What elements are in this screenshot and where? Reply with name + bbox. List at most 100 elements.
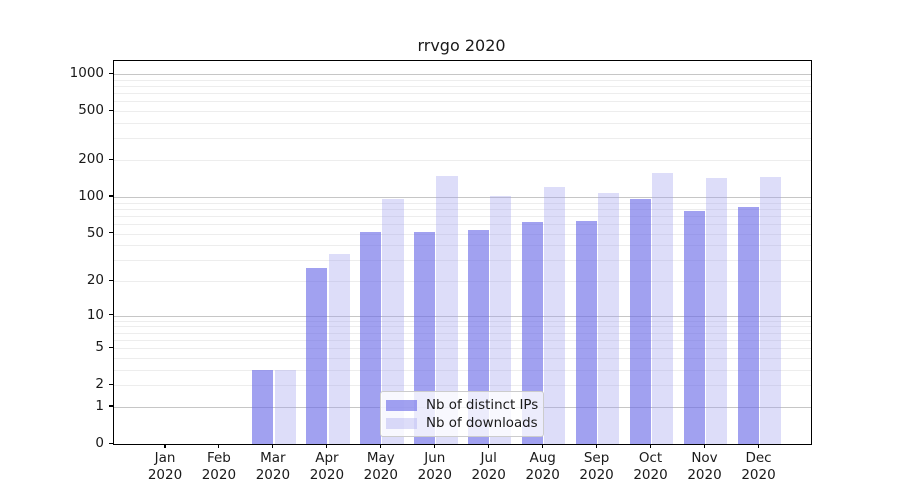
bar-downloads-jun <box>436 176 458 444</box>
y-tick-label-10: 10 <box>86 306 104 323</box>
x-tick-mar <box>272 444 274 449</box>
minor-gridline-900 <box>114 79 811 81</box>
minor-gridline-300 <box>114 138 811 140</box>
bar-distinct-ips-dec <box>737 206 759 444</box>
legend-row-downloads: Nb of downloads <box>386 415 538 432</box>
minor-gridline-9 <box>114 320 811 322</box>
x-tick-label-jul-2020: Jul 2020 <box>471 450 506 483</box>
y-tick-label-1000: 1000 <box>69 65 104 81</box>
y-tick-100 <box>108 195 113 197</box>
x-tick-jan <box>164 444 166 449</box>
x-tick-label-feb-2020: Feb 2020 <box>201 450 237 483</box>
bar-downloads-mar <box>274 369 296 444</box>
major-gridline-1000 <box>114 74 811 75</box>
x-tick-label-jan-2020: Jan 2020 <box>147 450 183 483</box>
bar-downloads-aug <box>544 187 566 444</box>
major-gridline-10 <box>114 315 811 317</box>
minor-gridline-200 <box>114 160 811 161</box>
y-tick-label-50: 50 <box>86 224 104 241</box>
minor-gridline-8 <box>114 326 811 328</box>
bar-downloads-may <box>382 198 404 444</box>
x-tick-label-may-2020: May 2020 <box>363 450 398 483</box>
y-tick-0 <box>108 442 113 444</box>
x-tick-may <box>380 444 382 449</box>
x-tick-label-oct-2020: Oct 2020 <box>633 450 668 483</box>
minor-gridline-7 <box>114 332 811 334</box>
y-tick-50 <box>108 232 113 234</box>
minor-gridline-4 <box>114 357 811 359</box>
x-tick-feb <box>218 444 220 449</box>
y-tick-2 <box>108 383 113 385</box>
minor-gridline-6 <box>114 339 811 341</box>
bar-downloads-oct <box>652 172 674 444</box>
plot-area: Nb of distinct IPs Nb of downloads <box>113 60 812 445</box>
minor-gridline-5 <box>114 348 811 350</box>
y-tick-label-2: 2 <box>95 376 104 393</box>
x-tick-label-mar-2020: Mar 2020 <box>255 450 291 483</box>
bar-downloads-sep <box>598 193 620 444</box>
x-tick-oct <box>649 444 652 449</box>
x-tick-apr <box>326 444 328 449</box>
bar-distinct-ips-sep <box>575 221 597 444</box>
minor-gridline-700 <box>114 93 811 95</box>
bar-downloads-nov <box>706 177 728 444</box>
y-tick-500 <box>108 109 113 111</box>
x-tick-label-dec-2020: Dec 2020 <box>741 450 776 483</box>
x-tick-jun <box>434 444 436 449</box>
bar-downloads-apr <box>328 253 350 444</box>
major-gridline-100 <box>114 196 811 198</box>
minor-gridline-30 <box>114 260 811 262</box>
legend-label-distinct-ips: Nb of distinct IPs <box>426 398 539 413</box>
legend-label-downloads: Nb of downloads <box>426 416 538 431</box>
x-tick-aug <box>542 444 544 449</box>
minor-gridline-2 <box>114 385 811 387</box>
minor-gridline-500 <box>114 111 811 113</box>
x-tick-label-aug-2020: Aug 2020 <box>525 450 560 483</box>
minor-gridline-3 <box>114 369 811 371</box>
bar-distinct-ips-may <box>360 232 382 444</box>
minor-gridline-20 <box>114 281 811 282</box>
distinct-ips-swatch-icon <box>386 400 417 411</box>
bar-distinct-ips-aug <box>521 222 544 444</box>
y-tick-label-500: 500 <box>78 102 104 119</box>
x-tick-label-nov-2020: Nov 2020 <box>687 450 722 483</box>
x-tick-label-apr-2020: Apr 2020 <box>309 450 345 483</box>
legend: Nb of distinct IPs Nb of downloads <box>380 391 544 437</box>
bar-distinct-ips-apr <box>306 267 328 444</box>
bar-distinct-ips-oct <box>629 199 651 444</box>
y-tick-1000 <box>108 72 113 74</box>
y-tick-200 <box>108 158 113 160</box>
x-tick-nov <box>703 444 706 449</box>
y-tick-label-200: 200 <box>78 151 104 167</box>
y-tick-10 <box>108 314 113 316</box>
minor-gridline-600 <box>114 101 811 103</box>
minor-gridline-400 <box>114 123 811 124</box>
y-tick-label-5: 5 <box>95 339 104 356</box>
y-tick-label-1: 1 <box>95 397 104 414</box>
bar-distinct-ips-mar <box>252 369 274 444</box>
x-tick-label-jun-2020: Jun 2020 <box>417 450 452 483</box>
bar-downloads-jul <box>490 196 512 444</box>
legend-row-distinct-ips: Nb of distinct IPs <box>386 397 539 414</box>
minor-gridline-40 <box>114 245 811 247</box>
y-tick-label-100: 100 <box>78 187 104 204</box>
minor-gridline-90 <box>114 202 811 204</box>
minor-gridline-50 <box>114 233 811 235</box>
bar-distinct-ips-nov <box>683 210 705 444</box>
minor-gridline-70 <box>114 215 811 217</box>
bar-distinct-ips-jul <box>467 230 490 444</box>
chart-title: rrvgo 2020 <box>417 36 506 55</box>
y-tick-label-20: 20 <box>86 272 104 288</box>
minor-gridline-800 <box>114 86 811 87</box>
minor-gridline-60 <box>114 223 811 225</box>
x-tick-jul <box>488 444 490 449</box>
y-tick-1 <box>108 405 113 407</box>
y-tick-20 <box>108 279 113 281</box>
y-tick-5 <box>108 346 113 348</box>
x-tick-sep <box>596 444 598 449</box>
minor-gridline-80 <box>114 208 811 210</box>
downloads-swatch-icon <box>386 418 417 429</box>
x-tick-dec <box>757 444 760 449</box>
bar-downloads-dec <box>760 177 782 444</box>
